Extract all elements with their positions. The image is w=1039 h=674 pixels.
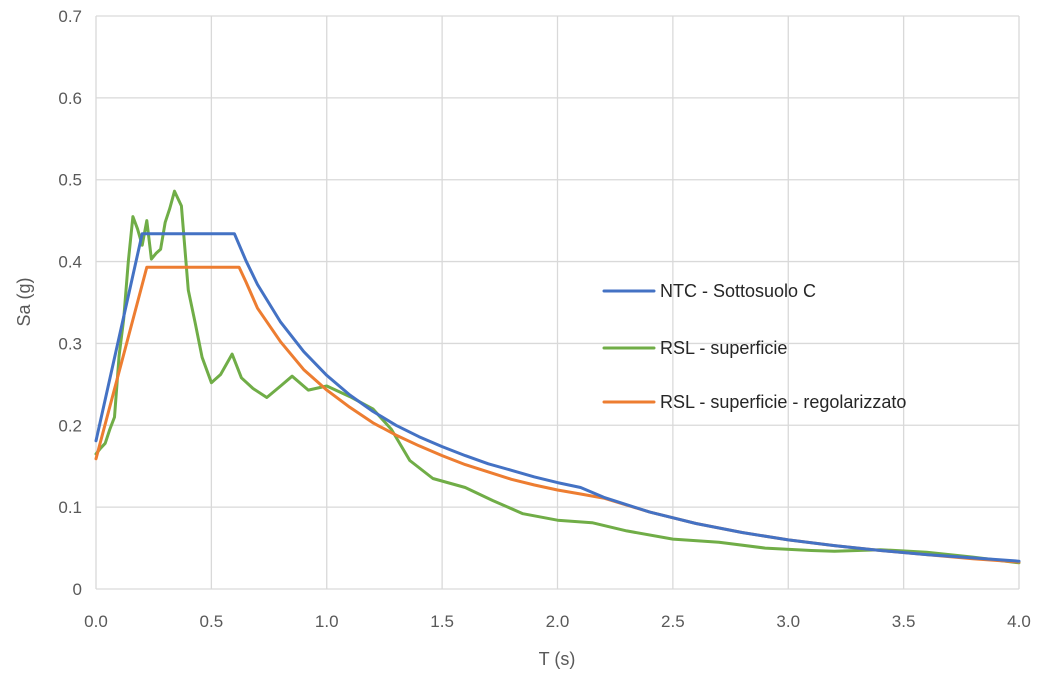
- y-axis-ticks: 0 0.1 0.2 0.3 0.4 0.5 0.6 0.7: [58, 7, 82, 599]
- y-tick-label: 0.5: [58, 171, 82, 190]
- x-tick-label: 3.5: [892, 612, 916, 631]
- x-tick-label: 1.0: [315, 612, 339, 631]
- x-tick-label: 2.5: [661, 612, 685, 631]
- y-tick-label: 0.7: [58, 7, 82, 26]
- x-axis-title: T (s): [539, 649, 576, 669]
- legend-label-ntc-sottosuolo-c: NTC - Sottosuolo C: [660, 281, 816, 301]
- y-tick-label: 0.6: [58, 89, 82, 108]
- legend-label-rsl-superficie: RSL - superficie: [660, 338, 787, 358]
- x-tick-label: 0.0: [84, 612, 108, 631]
- y-tick-label: 0.4: [58, 253, 82, 272]
- grid: [96, 16, 1019, 589]
- x-tick-label: 3.0: [776, 612, 800, 631]
- x-tick-label: 4.0: [1007, 612, 1031, 631]
- y-tick-label: 0.3: [58, 334, 82, 353]
- y-tick-label: 0.1: [58, 498, 82, 517]
- x-tick-label: 0.5: [200, 612, 224, 631]
- x-tick-label: 1.5: [430, 612, 454, 631]
- y-tick-label: 0: [73, 580, 82, 599]
- legend: NTC - Sottosuolo C RSL - superficie RSL - …: [604, 281, 906, 412]
- y-axis-title: Sa (g): [14, 277, 34, 326]
- legend-label-rsl-superficie-regolarizzato: RSL - superficie - regolarizzato: [660, 392, 906, 412]
- x-tick-label: 2.0: [546, 612, 570, 631]
- y-tick-label: 0.2: [58, 416, 82, 435]
- x-axis-ticks: 0.0 0.5 1.0 1.5 2.0 2.5 3.0 3.5 4.0: [84, 612, 1031, 631]
